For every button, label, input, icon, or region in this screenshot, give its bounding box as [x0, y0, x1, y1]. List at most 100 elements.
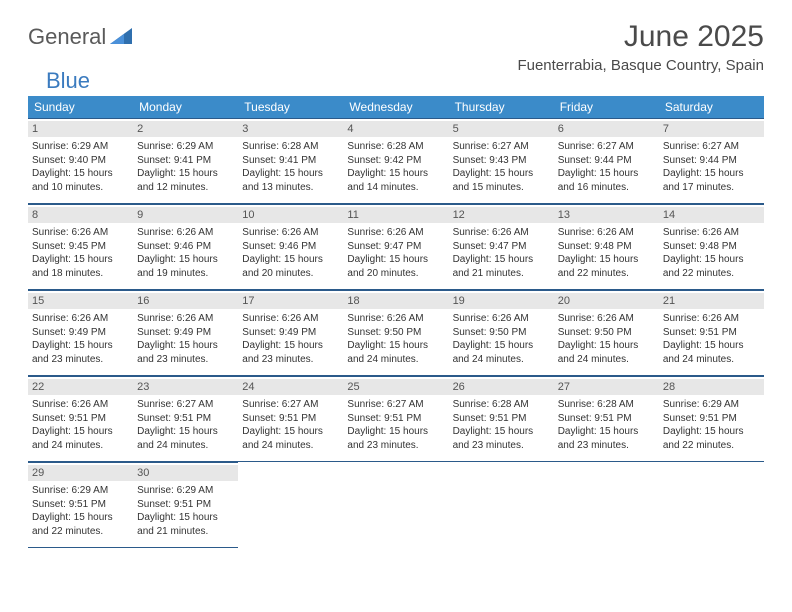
day-number: 11: [343, 207, 448, 223]
sunset-line: Sunset: 9:42 PM: [347, 154, 444, 168]
sunset-line: Sunset: 9:49 PM: [32, 326, 129, 340]
daylight-line: Daylight: 15 hours and 24 minutes.: [242, 425, 339, 452]
daylight-line: Daylight: 15 hours and 22 minutes.: [558, 253, 655, 280]
weekday-header: Monday: [133, 96, 238, 118]
day-number: 16: [133, 293, 238, 309]
day-number: 18: [343, 293, 448, 309]
day-details: Sunrise: 6:28 AMSunset: 9:41 PMDaylight:…: [242, 140, 339, 194]
day-number: 23: [133, 379, 238, 395]
sunset-line: Sunset: 9:44 PM: [558, 154, 655, 168]
day-number: 28: [659, 379, 764, 395]
daylight-line: Daylight: 15 hours and 24 minutes.: [663, 339, 760, 366]
weekday-header: Sunday: [28, 96, 133, 118]
calendar-day-cell: [659, 462, 764, 548]
day-number: 26: [449, 379, 554, 395]
calendar-week-row: 15Sunrise: 6:26 AMSunset: 9:49 PMDayligh…: [28, 290, 764, 376]
calendar-header-row: Sunday Monday Tuesday Wednesday Thursday…: [28, 96, 764, 118]
daylight-line: Daylight: 15 hours and 24 minutes.: [32, 425, 129, 452]
sunset-line: Sunset: 9:51 PM: [137, 498, 234, 512]
sunset-line: Sunset: 9:51 PM: [453, 412, 550, 426]
day-details: Sunrise: 6:29 AMSunset: 9:51 PMDaylight:…: [137, 484, 234, 538]
calendar-day-cell: 8Sunrise: 6:26 AMSunset: 9:45 PMDaylight…: [28, 204, 133, 290]
day-number: 7: [659, 121, 764, 137]
calendar-day-cell: 21Sunrise: 6:26 AMSunset: 9:51 PMDayligh…: [659, 290, 764, 376]
day-number: 1: [28, 121, 133, 137]
day-number: 24: [238, 379, 343, 395]
calendar-day-cell: 4Sunrise: 6:28 AMSunset: 9:42 PMDaylight…: [343, 118, 448, 204]
daylight-line: Daylight: 15 hours and 14 minutes.: [347, 167, 444, 194]
day-number: 15: [28, 293, 133, 309]
daylight-line: Daylight: 15 hours and 22 minutes.: [663, 253, 760, 280]
sunrise-line: Sunrise: 6:29 AM: [663, 398, 760, 412]
calendar-day-cell: 30Sunrise: 6:29 AMSunset: 9:51 PMDayligh…: [133, 462, 238, 548]
day-number: 6: [554, 121, 659, 137]
sunrise-line: Sunrise: 6:26 AM: [663, 226, 760, 240]
day-details: Sunrise: 6:29 AMSunset: 9:41 PMDaylight:…: [137, 140, 234, 194]
calendar-day-cell: [238, 462, 343, 548]
sunset-line: Sunset: 9:49 PM: [137, 326, 234, 340]
sunset-line: Sunset: 9:51 PM: [558, 412, 655, 426]
sunrise-line: Sunrise: 6:26 AM: [663, 312, 760, 326]
sunrise-line: Sunrise: 6:27 AM: [347, 398, 444, 412]
day-content: 19Sunrise: 6:26 AMSunset: 9:50 PMDayligh…: [449, 290, 554, 376]
calendar-day-cell: 2Sunrise: 6:29 AMSunset: 9:41 PMDaylight…: [133, 118, 238, 204]
day-details: Sunrise: 6:28 AMSunset: 9:51 PMDaylight:…: [558, 398, 655, 452]
day-number: 10: [238, 207, 343, 223]
sunrise-line: Sunrise: 6:27 AM: [558, 140, 655, 154]
day-content: 1Sunrise: 6:29 AMSunset: 9:40 PMDaylight…: [28, 118, 133, 204]
sunrise-line: Sunrise: 6:26 AM: [347, 226, 444, 240]
weekday-header: Wednesday: [343, 96, 448, 118]
sunrise-line: Sunrise: 6:29 AM: [137, 484, 234, 498]
sunset-line: Sunset: 9:51 PM: [663, 326, 760, 340]
calendar-day-cell: 24Sunrise: 6:27 AMSunset: 9:51 PMDayligh…: [238, 376, 343, 462]
calendar-week-row: 8Sunrise: 6:26 AMSunset: 9:45 PMDaylight…: [28, 204, 764, 290]
day-content: 3Sunrise: 6:28 AMSunset: 9:41 PMDaylight…: [238, 118, 343, 204]
daylight-line: Daylight: 15 hours and 21 minutes.: [137, 511, 234, 538]
day-content: 14Sunrise: 6:26 AMSunset: 9:48 PMDayligh…: [659, 204, 764, 290]
calendar-day-cell: [343, 462, 448, 548]
daylight-line: Daylight: 15 hours and 23 minutes.: [242, 339, 339, 366]
daylight-line: Daylight: 15 hours and 12 minutes.: [137, 167, 234, 194]
logo-word-general: General: [28, 24, 106, 50]
day-number: 4: [343, 121, 448, 137]
day-content: 2Sunrise: 6:29 AMSunset: 9:41 PMDaylight…: [133, 118, 238, 204]
daylight-line: Daylight: 15 hours and 16 minutes.: [558, 167, 655, 194]
daylight-line: Daylight: 15 hours and 20 minutes.: [242, 253, 339, 280]
day-details: Sunrise: 6:26 AMSunset: 9:48 PMDaylight:…: [663, 226, 760, 280]
day-details: Sunrise: 6:26 AMSunset: 9:48 PMDaylight:…: [558, 226, 655, 280]
sunrise-line: Sunrise: 6:28 AM: [453, 398, 550, 412]
day-details: Sunrise: 6:29 AMSunset: 9:51 PMDaylight:…: [663, 398, 760, 452]
calendar-table: Sunday Monday Tuesday Wednesday Thursday…: [28, 96, 764, 548]
sunrise-line: Sunrise: 6:26 AM: [558, 226, 655, 240]
day-details: Sunrise: 6:29 AMSunset: 9:51 PMDaylight:…: [32, 484, 129, 538]
calendar-day-cell: [449, 462, 554, 548]
calendar-day-cell: 11Sunrise: 6:26 AMSunset: 9:47 PMDayligh…: [343, 204, 448, 290]
day-details: Sunrise: 6:26 AMSunset: 9:49 PMDaylight:…: [32, 312, 129, 366]
day-content: 7Sunrise: 6:27 AMSunset: 9:44 PMDaylight…: [659, 118, 764, 204]
logo: General: [28, 20, 132, 50]
day-details: Sunrise: 6:26 AMSunset: 9:49 PMDaylight:…: [137, 312, 234, 366]
day-number: 12: [449, 207, 554, 223]
title-block: June 2025 Fuenterrabia, Basque Country, …: [517, 20, 764, 74]
calendar-day-cell: 10 Sunrise: 6:26 AMSunset: 9:46 PMDayligh…: [238, 204, 343, 290]
day-content: 9Sunrise: 6:26 AMSunset: 9:46 PMDaylight…: [133, 204, 238, 290]
calendar-day-cell: 26Sunrise: 6:28 AMSunset: 9:51 PMDayligh…: [449, 376, 554, 462]
sunset-line: Sunset: 9:43 PM: [453, 154, 550, 168]
weekday-header: Thursday: [449, 96, 554, 118]
day-number: 9: [133, 207, 238, 223]
sunrise-line: Sunrise: 6:27 AM: [242, 398, 339, 412]
calendar-day-cell: 1Sunrise: 6:29 AMSunset: 9:40 PMDaylight…: [28, 118, 133, 204]
day-details: Sunrise: 6:26 AMSunset: 9:46 PMDaylight:…: [242, 226, 339, 280]
day-content: 15 Sunrise: 6:26 AMSunset: 9:49 PMDayligh…: [28, 290, 133, 376]
daylight-line: Daylight: 15 hours and 10 minutes.: [32, 167, 129, 194]
daylight-line: Daylight: 15 hours and 23 minutes.: [32, 339, 129, 366]
day-details: Sunrise: 6:26 AMSunset: 9:50 PMDaylight:…: [453, 312, 550, 366]
day-number: 25: [343, 379, 448, 395]
day-content: 22Sunrise: 6:26 AMSunset: 9:51 PMDayligh…: [28, 376, 133, 462]
day-number: 20: [554, 293, 659, 309]
day-number: 13: [554, 207, 659, 223]
day-details: Sunrise: 6:26 AMSunset: 9:49 PMDaylight:…: [242, 312, 339, 366]
day-content: 18 Sunrise: 6:26 AMSunset: 9:50 PMDayligh…: [343, 290, 448, 376]
sunrise-line: Sunrise: 6:26 AM: [453, 312, 550, 326]
day-details: Sunrise: 6:26 AMSunset: 9:50 PMDaylight:…: [347, 312, 444, 366]
